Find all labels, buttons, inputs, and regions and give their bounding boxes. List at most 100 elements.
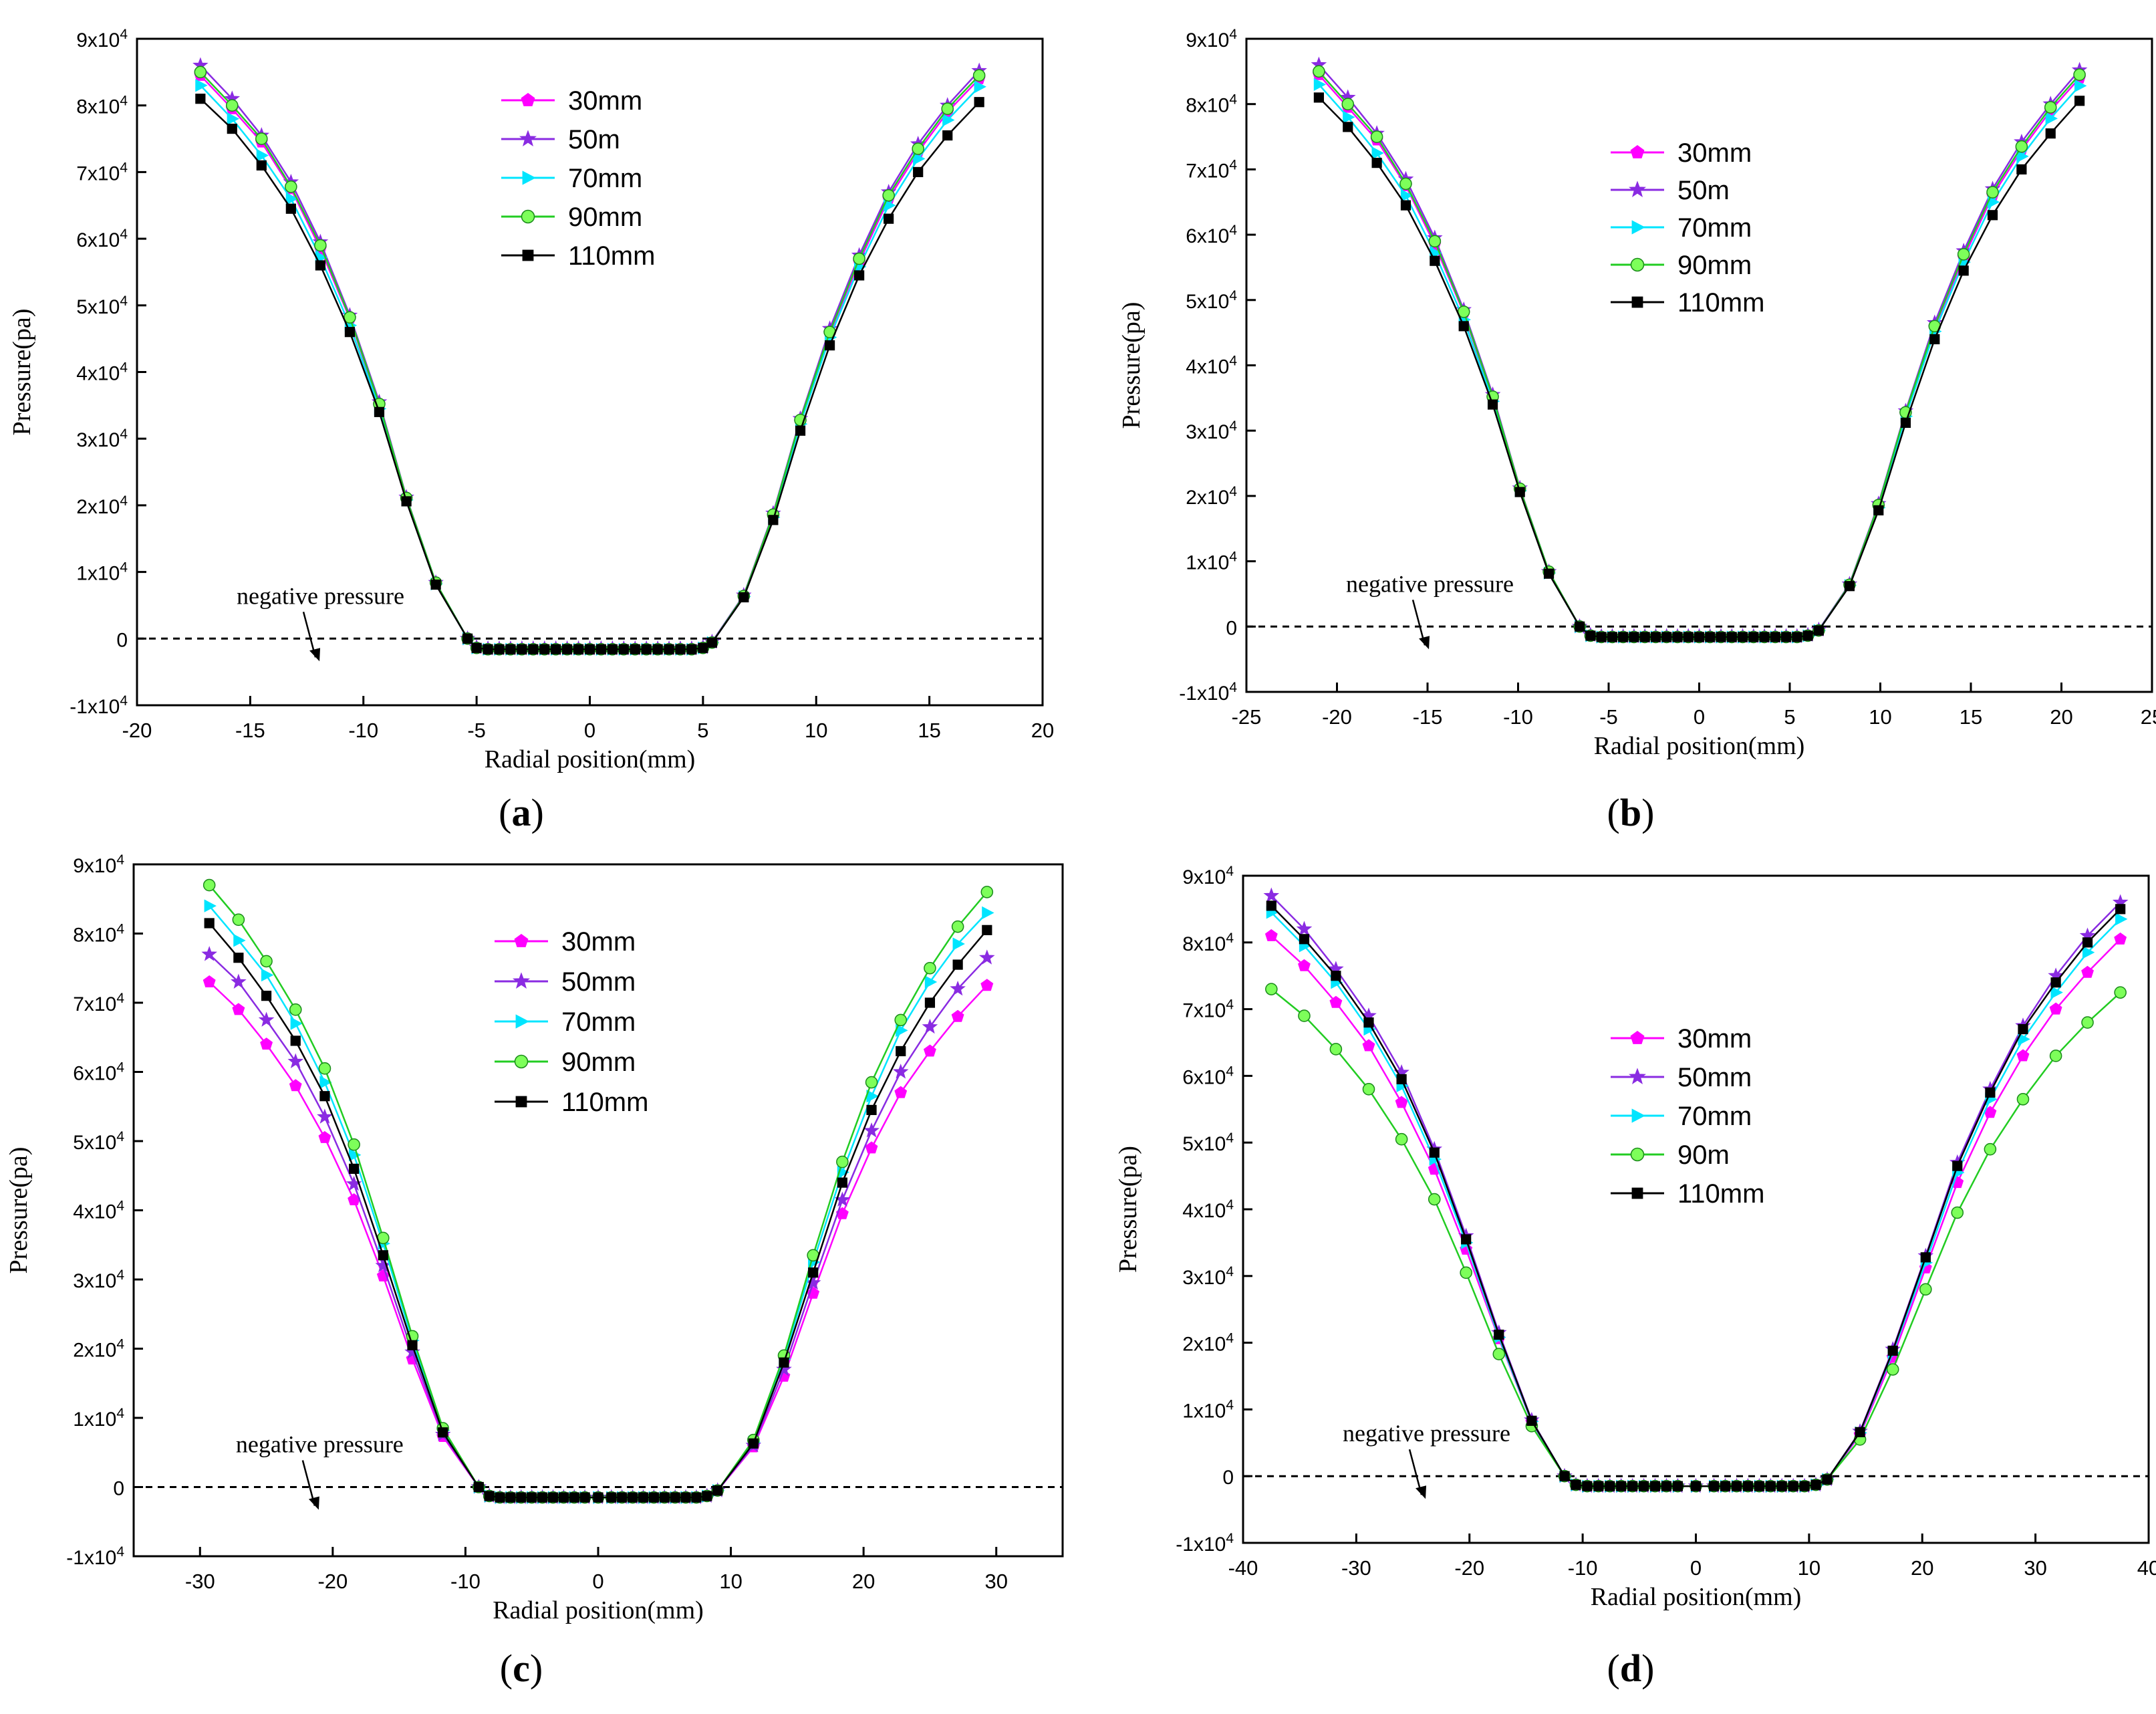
data-point-110mm <box>1429 1147 1440 1158</box>
data-point-70mm <box>952 937 965 951</box>
y-tick-label: 1x104 <box>1186 549 1237 574</box>
x-tick-label: 30 <box>2024 1556 2046 1580</box>
panel-caption: (b) <box>1607 791 1655 834</box>
x-tick-label: -10 <box>450 1570 481 1593</box>
data-point-110mm <box>1514 487 1525 497</box>
y-tick-label: -1x104 <box>1179 680 1237 705</box>
y-tick-label: 1x104 <box>73 1406 124 1431</box>
data-point-90mm <box>2044 101 2057 114</box>
data-point-110mm <box>1343 122 1353 132</box>
data-point-70mm <box>227 112 240 126</box>
x-tick-label: -25 <box>1232 705 1262 729</box>
data-point-30mm <box>894 1086 908 1098</box>
data-point-110mm <box>1987 210 1998 221</box>
data-point-110mm <box>641 644 652 654</box>
y-tick-label: 7x104 <box>1182 997 1234 1022</box>
data-point-70mm <box>924 975 938 989</box>
y-tick-label: 6x104 <box>1182 1064 1234 1088</box>
legend-label: 110mm <box>1677 1179 1764 1209</box>
data-point-110mm <box>924 997 936 1008</box>
legend-label: 90mm <box>561 1048 636 1077</box>
data-point-110mm <box>1299 934 1310 945</box>
y-axis-label: Pressure(pa) <box>5 1147 33 1274</box>
series-line-30mm <box>1270 935 2121 1487</box>
y-tick-label: -1x104 <box>70 693 128 718</box>
data-point-90mm <box>203 878 216 892</box>
data-point-110mm <box>344 327 356 338</box>
legend-marker-70mm <box>522 170 536 185</box>
data-point-90mm <box>260 955 273 968</box>
legend-marker-30mm <box>514 934 529 947</box>
data-point-110mm <box>1605 1481 1615 1491</box>
x-tick-label: -20 <box>317 1570 348 1593</box>
data-point-90m <box>1298 1009 1311 1022</box>
data-point-110mm <box>942 130 953 141</box>
y-tick-label: 6x104 <box>73 1060 124 1085</box>
legend-label: 50mm <box>561 967 636 997</box>
data-point-70mm <box>233 934 246 947</box>
data-point-50mm <box>201 946 218 961</box>
data-point-70mm <box>2082 946 2095 959</box>
legend-marker-70mm <box>1631 1108 1645 1123</box>
data-point-30mm <box>980 979 994 991</box>
y-tick-label: 3x104 <box>73 1267 124 1292</box>
data-point-110mm <box>1780 632 1792 642</box>
data-point-110mm <box>768 515 779 525</box>
x-tick-label: -5 <box>1599 705 1618 729</box>
data-point-90m <box>1362 1083 1375 1096</box>
y-tick-label: 9x104 <box>73 852 124 877</box>
y-tick-label: 7x104 <box>76 160 128 185</box>
data-point-110mm <box>670 1492 680 1503</box>
data-point-110mm <box>505 644 516 654</box>
data-point-110mm <box>1887 1345 1898 1356</box>
x-axis-label: Radial position(mm) <box>493 1596 704 1624</box>
data-point-110mm <box>1629 632 1639 642</box>
data-point-110mm <box>1661 1481 1672 1491</box>
data-point-110mm <box>1363 1017 1374 1028</box>
data-point-110mm <box>551 644 561 654</box>
data-point-110mm <box>1494 1330 1504 1340</box>
data-point-110mm <box>204 918 215 929</box>
data-point-110mm <box>648 1492 660 1503</box>
data-point-30mm <box>232 1003 245 1015</box>
data-point-110mm <box>1737 632 1748 642</box>
x-tick-label: -5 <box>467 719 486 742</box>
data-point-110mm <box>1799 1481 1810 1491</box>
data-point-110mm <box>1958 265 1969 276</box>
data-point-110mm <box>195 94 206 104</box>
y-tick-label: 5x104 <box>1182 1130 1234 1155</box>
data-point-110mm <box>866 1104 877 1116</box>
data-point-90mm <box>314 239 327 252</box>
data-point-110mm <box>1726 632 1737 642</box>
data-point-90mm <box>348 1138 360 1151</box>
x-tick-label: 15 <box>1960 705 1982 729</box>
data-point-70mm <box>1313 78 1327 92</box>
data-point-50mm <box>950 980 966 996</box>
data-point-90mm <box>1313 65 1325 78</box>
data-point-110mm <box>319 1091 330 1102</box>
data-point-110mm <box>1331 971 1341 981</box>
x-tick-label: 0 <box>592 1570 603 1593</box>
data-point-110mm <box>1607 632 1618 642</box>
data-point-50mm <box>776 1361 792 1376</box>
data-point-30mm <box>1329 995 1343 1008</box>
data-point-110mm <box>884 213 894 224</box>
legend-label: 30mm <box>561 927 636 957</box>
data-point-110mm <box>896 1046 906 1057</box>
data-point-50mm <box>231 973 247 989</box>
x-tick-label: -20 <box>122 719 152 742</box>
data-point-90m <box>1492 1348 1506 1360</box>
data-point-90mm <box>853 252 865 265</box>
data-point-70mm <box>195 79 208 92</box>
data-point-90mm <box>255 132 268 145</box>
data-point-110mm <box>537 1492 548 1503</box>
data-point-110mm <box>1731 1481 1742 1491</box>
data-point-110mm <box>1855 1427 1865 1437</box>
data-point-110mm <box>1683 632 1694 642</box>
data-point-110mm <box>1593 1481 1604 1491</box>
data-point-90mm <box>1957 248 1970 261</box>
legend-label: 50mm <box>1677 1063 1752 1092</box>
data-point-110mm <box>539 644 550 654</box>
legend-label: 70mm <box>561 1007 636 1037</box>
annotation-arrow-head <box>309 648 321 662</box>
